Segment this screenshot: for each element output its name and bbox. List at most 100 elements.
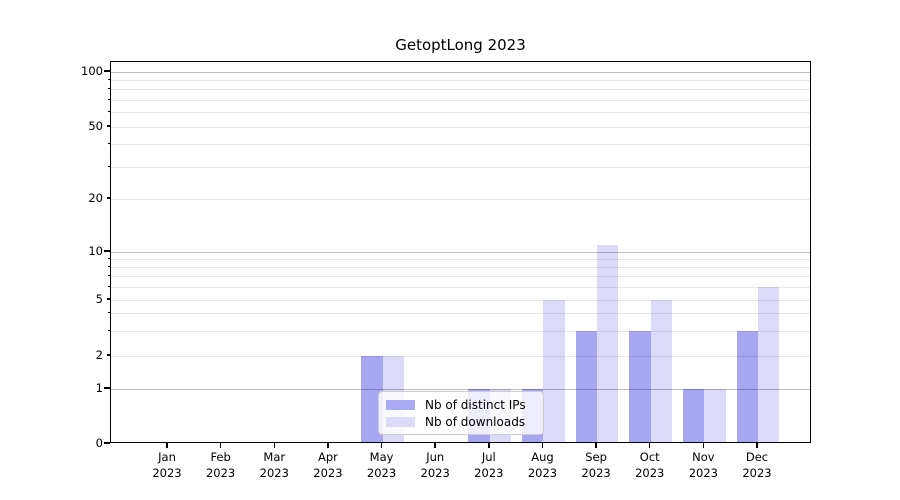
y-tick-mark-10 [104, 250, 110, 252]
x-tick-label-mar: Mar 2023 [246, 449, 302, 481]
bar-downloads-aug [543, 300, 565, 443]
plot-area: Nb of distinct IPs Nb of downloads [110, 61, 811, 443]
x-tick-mark-oct [649, 443, 651, 448]
x-tick-month: Sep [585, 450, 607, 464]
bar-downloads-oct [650, 300, 673, 443]
x-tick-month: Aug [531, 450, 554, 464]
x-tick-month: Nov [692, 450, 715, 464]
x-tick-label-feb: Feb 2023 [193, 449, 249, 481]
minor-gridline [111, 166, 810, 168]
x-tick-month: May [369, 450, 394, 464]
y-tick-mark-5 [106, 298, 110, 300]
bar-distinct-ips-oct [629, 331, 651, 443]
minor-gridline [111, 126, 810, 128]
x-tick-year: 2023 [313, 466, 343, 480]
x-tick-mark-aug [541, 443, 544, 448]
x-tick-label-jan: Jan 2023 [139, 449, 195, 481]
x-tick-mark-nov [702, 443, 705, 448]
x-tick-mark-dec [756, 443, 758, 448]
y-tick-mark-100 [104, 70, 110, 72]
x-tick-label-jun: Jun 2023 [407, 449, 463, 481]
x-tick-mark-jun [434, 443, 436, 448]
x-tick-label-nov: Nov 2023 [675, 449, 731, 481]
bar-downloads-nov [704, 389, 726, 443]
x-tick-month: Dec [745, 450, 769, 464]
y-minor-tick-mark-4 [107, 312, 110, 314]
minor-gridline [111, 112, 810, 114]
y-tick-label-20: 20 [88, 191, 103, 205]
bar-distinct-ips-may [361, 356, 383, 443]
x-tick-month: Oct [639, 450, 660, 464]
legend-label-downloads: Nb of downloads [425, 414, 526, 429]
x-tick-mark-sep [595, 443, 597, 448]
minor-gridline [111, 313, 810, 315]
x-tick-mark-jan [166, 443, 168, 448]
y-tick-label-2: 2 [95, 348, 103, 362]
y-tick-label-10: 10 [88, 244, 103, 258]
legend-label-distinct-ips: Nb of distinct IPs [425, 397, 526, 412]
bar-distinct-ips-dec [736, 331, 758, 443]
x-tick-year: 2023 [635, 466, 665, 480]
x-tick-month: Mar [263, 450, 286, 464]
legend-item-downloads: Nb of downloads [386, 413, 535, 430]
x-tick-month: Jun [426, 450, 445, 464]
x-tick-year: 2023 [527, 466, 558, 480]
y-minor-tick-mark-30 [107, 165, 110, 167]
x-tick-year: 2023 [366, 466, 397, 480]
major-gridline [111, 71, 810, 73]
x-tick-label-jul: Jul 2023 [461, 449, 517, 481]
minor-gridline [111, 144, 810, 146]
y-tick-label-100: 100 [81, 64, 103, 78]
y-minor-tick-mark-70 [107, 98, 110, 101]
y-tick-mark-0 [104, 442, 110, 444]
x-tick-label-dec: Dec 2023 [729, 449, 785, 481]
x-tick-mark-mar [273, 443, 275, 448]
x-tick-year: 2023 [688, 466, 718, 480]
minor-gridline [111, 198, 810, 200]
x-tick-year: 2023 [474, 466, 504, 480]
x-tick-mark-apr [327, 443, 329, 448]
bar-distinct-ips-sep [575, 331, 598, 443]
legend-swatch-downloads [386, 416, 415, 427]
y-tick-label-1: 1 [95, 381, 103, 395]
x-tick-mark-feb [219, 443, 222, 448]
x-tick-label-aug: Aug 2023 [514, 449, 570, 481]
minor-gridline [111, 299, 810, 301]
x-tick-label-oct: Oct 2023 [622, 449, 678, 481]
minor-gridline [111, 266, 810, 268]
y-tick-label-0: 0 [95, 436, 103, 450]
x-tick-month: Apr [317, 450, 338, 464]
legend-swatch-distinct-ips [386, 399, 415, 410]
x-tick-mark-may [380, 443, 383, 448]
x-tick-year: 2023 [420, 466, 450, 480]
minor-gridline [111, 276, 810, 278]
chart-title: GetoptLong 2023 [395, 36, 526, 54]
bar-downloads-sep [597, 244, 619, 443]
y-tick-label-50: 50 [88, 119, 103, 133]
x-tick-year: 2023 [152, 466, 182, 480]
major-gridline [111, 251, 810, 253]
y-minor-tick-mark-90 [107, 78, 110, 81]
minor-gridline [111, 286, 810, 288]
minor-gridline [111, 99, 810, 101]
x-tick-month: Jul [481, 450, 496, 464]
x-tick-year: 2023 [581, 466, 611, 480]
y-minor-tick-mark-3 [107, 329, 110, 331]
x-tick-month: Jan [158, 450, 176, 464]
y-minor-tick-mark-9 [107, 257, 110, 260]
minor-gridline [111, 355, 810, 357]
y-minor-tick-mark-80 [107, 88, 110, 90]
y-minor-tick-mark-60 [107, 110, 110, 113]
y-minor-tick-mark-8 [107, 265, 110, 268]
x-tick-label-may: May 2023 [354, 449, 410, 481]
y-tick-mark-50 [106, 125, 110, 127]
x-tick-label-apr: Apr 2023 [300, 449, 356, 481]
y-tick-label-5: 5 [95, 292, 103, 306]
x-tick-year: 2023 [742, 466, 772, 480]
major-gridline [111, 388, 810, 390]
y-minor-tick-mark-6 [107, 285, 110, 288]
legend-item-distinct-ips: Nb of distinct IPs [386, 396, 535, 413]
x-tick-month: Feb [210, 450, 231, 464]
y-tick-mark-2 [106, 354, 110, 356]
y-minor-tick-mark-40 [107, 142, 110, 145]
